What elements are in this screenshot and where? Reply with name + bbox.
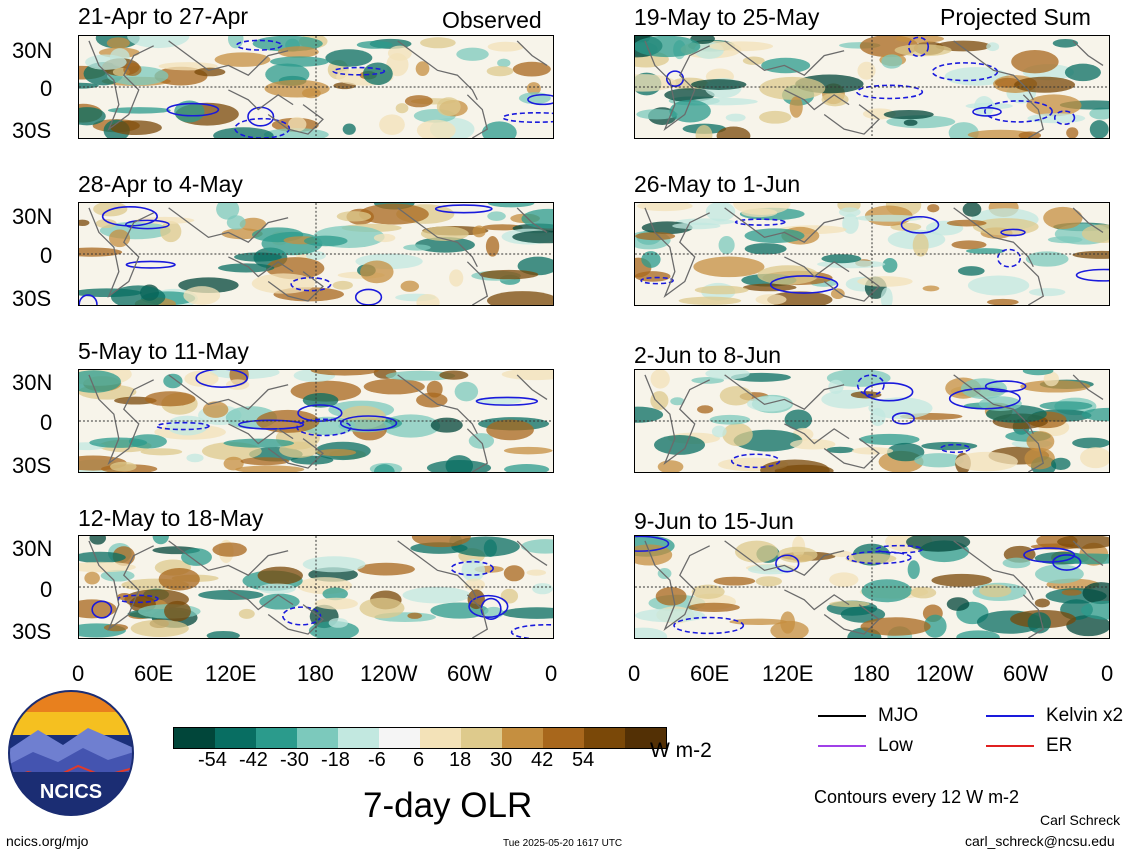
lat-label-30s: 30S [12, 619, 52, 644]
lon-label: 0 [72, 661, 85, 686]
timestamp: Tue 2025-05-20 1617 UTC [503, 838, 623, 849]
olr-map-panel [78, 369, 554, 473]
lon-label: 0 [545, 661, 558, 686]
legend-line-low [818, 745, 866, 747]
legend-label-low: Low [878, 735, 913, 756]
colorbar-units: W m-2 [650, 739, 712, 762]
legend-label-mjo: MJO [878, 705, 919, 726]
colorbar-tick-label: -6 [368, 749, 386, 771]
projected-header: Projected Sum [940, 4, 1091, 30]
lat-label-eq: 0 [40, 577, 53, 602]
lon-label: 0 [628, 661, 641, 686]
lon-label: 0 [1101, 661, 1114, 686]
panel-title: 12-May to 18-May [78, 505, 264, 531]
olr-map-panel [78, 35, 554, 139]
lon-label: 60E [134, 661, 174, 686]
ncics-logo: NCICS [8, 690, 134, 816]
legend-line-mjo [818, 715, 866, 717]
lon-label: 120W [916, 661, 974, 686]
legend-label-er: ER [1046, 735, 1073, 756]
observed-header: Observed [442, 7, 542, 33]
colorbar [173, 727, 667, 749]
colorbar-swatch [584, 728, 625, 748]
colorbar-swatch [420, 728, 461, 748]
colorbar-swatch [625, 728, 666, 748]
lon-label: 120W [360, 661, 418, 686]
colorbar-tick-label: -18 [321, 749, 350, 771]
lon-label: 180 [297, 661, 334, 686]
panel-title: 28-Apr to 4-May [78, 171, 243, 197]
lon-label: 120E [762, 661, 814, 686]
legend-line-kelvin [986, 715, 1034, 717]
lat-label-30n: 30N [12, 204, 53, 229]
colorbar-tick-label: 18 [449, 749, 472, 771]
colorbar-swatch [256, 728, 297, 748]
legend-label-kelvin: Kelvin x2 [1046, 705, 1124, 726]
legend-line-er [986, 745, 1034, 747]
credit-email: carl_schreck@ncsu.edu [965, 833, 1115, 849]
lat-label-30s: 30S [12, 453, 52, 478]
colorbar-swatch [174, 728, 215, 748]
olr-map-panel [634, 369, 1110, 473]
olr-map-panel [634, 535, 1110, 639]
colorbar-swatch [379, 728, 420, 748]
contour-note: Contours every 12 W m-2 [814, 787, 1020, 807]
lon-label: 60E [690, 661, 730, 686]
lat-label-eq: 0 [40, 243, 53, 268]
colorbar-swatch [461, 728, 502, 748]
colorbar-swatch [338, 728, 379, 748]
olr-map-panel [634, 202, 1110, 306]
lat-label-30n: 30N [12, 38, 53, 63]
lat-label-eq: 0 [40, 410, 53, 435]
panel-title: 21-Apr to 27-Apr [78, 3, 249, 29]
lon-label: 60W [1003, 661, 1049, 686]
panel-title: 5-May to 11-May [78, 338, 249, 364]
olr-map-panel [634, 35, 1110, 139]
lon-label: 60W [447, 661, 493, 686]
colorbar-tick-label: 30 [490, 749, 513, 771]
colorbar-tick-label: -42 [239, 749, 268, 771]
figure-title: 7-day OLR [363, 786, 533, 825]
lon-label: 120E [205, 661, 257, 686]
colorbar-tick-label: -30 [280, 749, 309, 771]
panel-title: 19-May to 25-May [634, 4, 820, 30]
colorbar-swatch [215, 728, 256, 748]
colorbar-tick-label: 6 [413, 749, 425, 771]
colorbar-swatch [502, 728, 543, 748]
olr-map-panel [78, 202, 554, 306]
olr-map-panel [78, 535, 554, 639]
lat-label-30s: 30S [12, 286, 52, 311]
site-link[interactable]: ncics.org/mjo [6, 833, 89, 849]
colorbar-tick-label: 42 [531, 749, 554, 771]
panel-title: 26-May to 1-Jun [634, 171, 801, 197]
credit-name: Carl Schreck [1040, 812, 1121, 828]
logo-text: NCICS [40, 781, 102, 803]
lat-label-30s: 30S [12, 118, 52, 143]
colorbar-swatch [543, 728, 584, 748]
lat-label-eq: 0 [40, 76, 53, 101]
colorbar-tick-label: -54 [198, 749, 227, 771]
colorbar-tick-label: 54 [572, 749, 595, 771]
panel-title: 2-Jun to 8-Jun [634, 342, 782, 368]
lat-label-30n: 30N [12, 536, 53, 561]
lat-label-30n: 30N [12, 370, 53, 395]
lon-label: 180 [853, 661, 890, 686]
panel-title: 9-Jun to 15-Jun [634, 508, 794, 534]
colorbar-swatch [297, 728, 338, 748]
